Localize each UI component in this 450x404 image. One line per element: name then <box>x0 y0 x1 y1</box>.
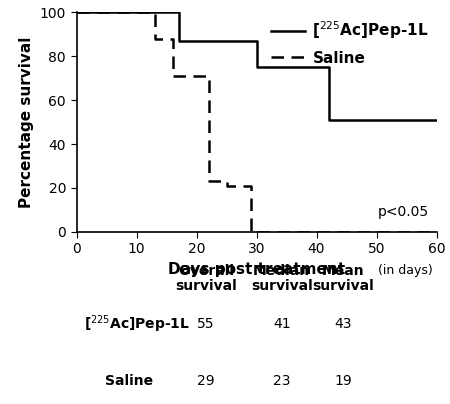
Text: p<0.05: p<0.05 <box>378 205 429 219</box>
Text: 29: 29 <box>197 374 215 387</box>
Text: 41: 41 <box>273 317 291 331</box>
Legend: [$^{225}$Ac]Pep-1L, Saline: [$^{225}$Ac]Pep-1L, Saline <box>271 20 429 65</box>
Text: 19: 19 <box>334 374 352 387</box>
Text: (in days): (in days) <box>378 264 433 277</box>
Text: Saline: Saline <box>105 374 153 387</box>
Text: 43: 43 <box>334 317 351 331</box>
Text: 55: 55 <box>198 317 215 331</box>
Text: 23: 23 <box>273 374 290 387</box>
Text: Median
survival: Median survival <box>251 264 313 293</box>
Y-axis label: Percentage survival: Percentage survival <box>19 36 34 208</box>
Text: [$^{225}$Ac]Pep-1L: [$^{225}$Ac]Pep-1L <box>84 313 190 335</box>
Text: Mean
survival: Mean survival <box>312 264 374 293</box>
Text: Overall
survival: Overall survival <box>175 264 237 293</box>
X-axis label: Days post treatment: Days post treatment <box>168 262 345 277</box>
